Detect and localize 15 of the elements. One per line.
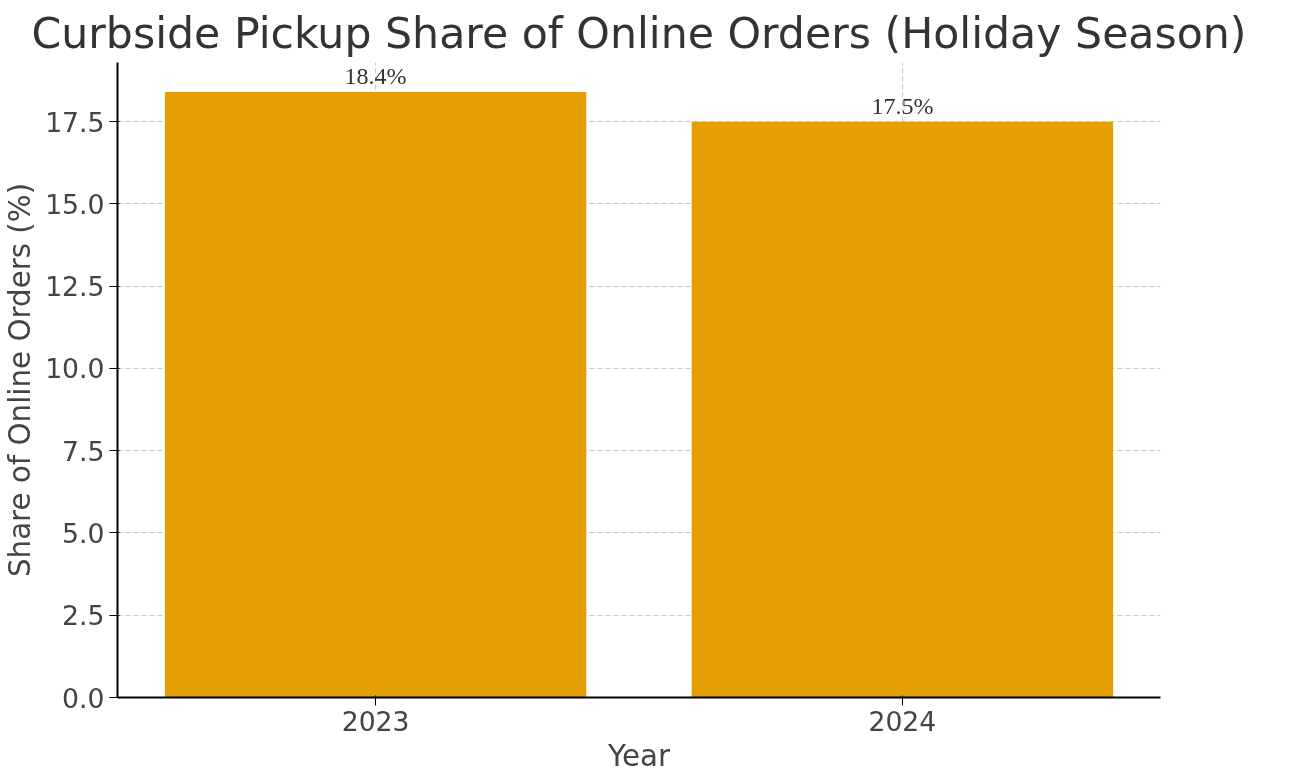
chart-title: Curbside Pickup Share of Online Orders (Holiday Season) — [31, 7, 1247, 58]
y-tick-label: 2.5 — [62, 600, 105, 632]
y-tick-label: 15.0 — [45, 188, 105, 220]
x-tick-label: 2023 — [341, 705, 410, 737]
y-tick-label: 17.5 — [45, 106, 105, 138]
y-axis-title: Share of Online Orders (%) — [3, 182, 38, 578]
data-label: 17.5% — [871, 92, 934, 119]
y-tick-label: 12.5 — [45, 271, 105, 303]
y-tick-label: 7.5 — [62, 435, 105, 467]
data-label: 18.4% — [344, 63, 407, 90]
y-tick-label: 5.0 — [62, 517, 105, 549]
y-tick-label: 0.0 — [62, 682, 105, 714]
x-axis-title: Year — [606, 738, 671, 773]
x-tick-label: 2024 — [868, 705, 937, 737]
y-tick-label: 10.0 — [45, 353, 105, 385]
